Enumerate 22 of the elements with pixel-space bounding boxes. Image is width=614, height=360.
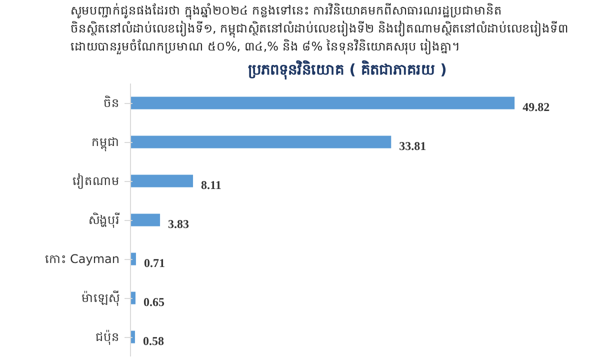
y-tick-label: វៀតណាម: [72, 173, 120, 189]
data-label: 8.11: [201, 178, 222, 192]
y-tick-label: ម៉ាឡេស៊ី: [82, 290, 120, 306]
y-tick-label: កោះ Cayman: [45, 252, 120, 266]
bar: [130, 214, 160, 226]
data-label: 0.71: [144, 256, 165, 270]
y-tick-label: កម្ពុជា: [92, 135, 120, 152]
y-tick-label: សិង្ហបុរី: [88, 212, 120, 228]
bar: [130, 96, 515, 110]
text: សូមបញ្ជាក់ជូនផងដែរថា ក្នុងឆ្នាំ២០២៤ កន្លងទៅនេះ ការវិនិយោគមកពីសាធារណរដ្ឋប្រជាមានិត: [70, 2, 502, 20]
data-label: 0.58: [142, 334, 164, 348]
bar: [130, 174, 194, 188]
data-label: 0.65: [144, 295, 165, 309]
y-tick-label: ចិន: [104, 95, 120, 110]
data-label: 33.81: [399, 139, 426, 153]
bar: [130, 136, 392, 148]
text: ដោយបានរួមចំណែកប្រមាណ ៥០%, ៣៤,% និង ៨% នៃទុនវិនិយោគសរុប រៀងគ្នា។: [70, 38, 460, 54]
data-label: 3.83: [168, 217, 190, 231]
chart-title: ប្រភពទុនវិនិយោគ ( គិតជាភាគរយ ): [248, 60, 447, 80]
text: ចិនស្ថិតនៅលំដាប់លេខរៀងទី១, កម្ពុជាស្ថិតនៅលំដាប់លេខរៀងទី២ និងវៀតណាមស្ថិតនៅលំដាប់លេខរៀងទី៣: [70, 20, 568, 38]
data-label: 49.82: [522, 100, 550, 114]
y-tick-label: ជប៉ុន: [96, 329, 120, 345]
